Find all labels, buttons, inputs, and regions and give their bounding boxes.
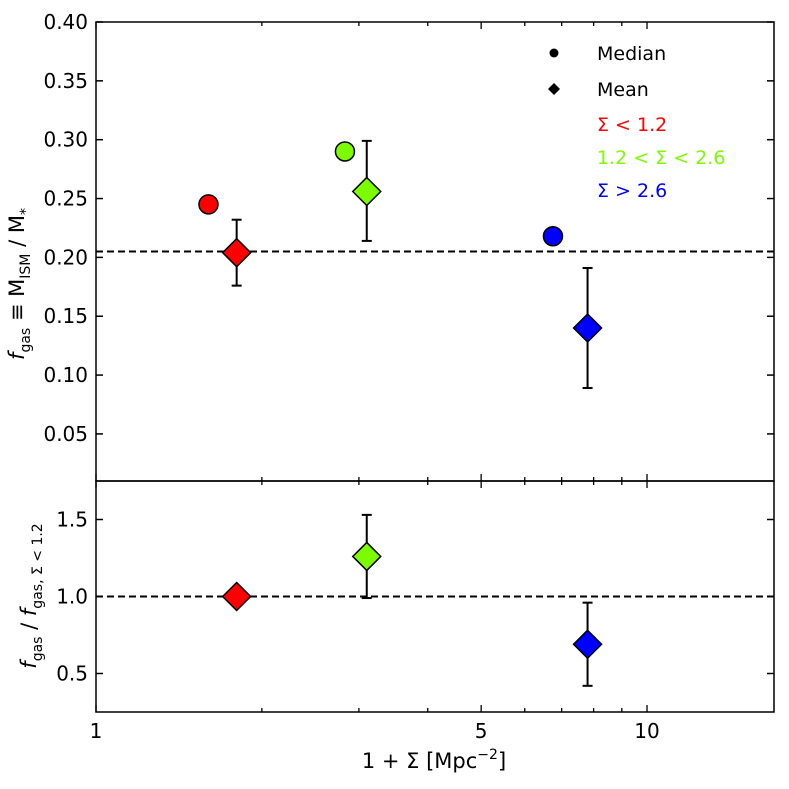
median-point bbox=[198, 194, 219, 215]
x-tick-label: 1 bbox=[90, 719, 103, 743]
top-data-points bbox=[198, 139, 603, 390]
x-tick-label: 5 bbox=[475, 719, 488, 743]
xlabel-main: 1 + Σ [Mpc bbox=[362, 749, 477, 773]
mean-point bbox=[221, 581, 252, 612]
bottom-ylabel-slash: / bbox=[17, 616, 41, 636]
mean-point bbox=[351, 176, 382, 207]
bottom-ylabel-f1: f bbox=[17, 658, 41, 669]
top-y-axis-label: fgas ≡ MISM / M* bbox=[5, 208, 34, 360]
top-ylabel-gas: gas bbox=[18, 328, 34, 353]
mean-point bbox=[221, 237, 252, 268]
legend-mid-density-label: 1.2 < Σ < 2.6 bbox=[597, 147, 725, 169]
bottom-ylabel-f2: f bbox=[17, 605, 41, 616]
legend-mean-marker bbox=[548, 83, 560, 95]
legend-mean-label: Mean bbox=[597, 79, 649, 101]
median-point bbox=[334, 141, 356, 162]
top-ylabel-star: * bbox=[18, 208, 34, 215]
top-y-ticks: 0.05 0.10 0.15 0.20 0.25 0.30 0.35 0.40 bbox=[43, 10, 774, 446]
legend-median-label: Median bbox=[597, 43, 666, 65]
y-tick-label: 0.40 bbox=[43, 10, 88, 34]
y-tick-label: 0.35 bbox=[43, 69, 88, 93]
y-tick-label: 0.30 bbox=[43, 128, 88, 152]
top-ylabel-equiv: ≡ M bbox=[5, 279, 29, 328]
bottom-axes-frame bbox=[95, 480, 775, 713]
bottom-data-points bbox=[221, 513, 603, 687]
y-tick-label: 1.0 bbox=[56, 585, 88, 609]
xlabel-close: ] bbox=[498, 749, 506, 773]
legend-median-marker bbox=[549, 48, 559, 58]
bottom-y-axis-label: fgas / fgas, Σ < 1.2 bbox=[17, 523, 46, 668]
legend-low-density-label: Σ < 1.2 bbox=[597, 114, 667, 136]
y-tick-label: 0.05 bbox=[43, 422, 88, 446]
legend-high-density-label: Σ > 2.6 bbox=[597, 180, 667, 202]
top-panel: 0.05 0.10 0.15 0.20 0.25 0.30 0.35 0.40 fgas ≡ … bbox=[5, 10, 775, 482]
y-tick-label: 1.5 bbox=[56, 508, 88, 532]
mean-point bbox=[572, 629, 603, 660]
y-tick-label: 0.5 bbox=[56, 662, 88, 686]
x-tick-label: 10 bbox=[634, 719, 659, 743]
bottom-ylabel-gas1: gas bbox=[30, 637, 46, 662]
y-tick-label: 0.15 bbox=[43, 304, 88, 328]
top-ylabel-slash: / M bbox=[5, 215, 29, 254]
mean-point bbox=[351, 541, 382, 572]
legend: Median Mean Σ < 1.2 1.2 < Σ < 2.6 Σ > 2.… bbox=[548, 43, 725, 202]
bottom-ylabel-gas2: gas, Σ < 1.2 bbox=[30, 523, 46, 608]
x-axis-label: 1 + Σ [Mpc−2] bbox=[362, 747, 506, 773]
bottom-x-ticks: 1 5 10 bbox=[90, 481, 660, 743]
y-tick-label: 0.20 bbox=[43, 245, 88, 269]
y-tick-label: 0.10 bbox=[43, 363, 88, 387]
xlabel-exponent: −2 bbox=[477, 747, 498, 763]
top-ylabel-f: f bbox=[5, 349, 29, 360]
y-tick-label: 0.25 bbox=[43, 187, 88, 211]
median-point bbox=[542, 225, 564, 247]
mean-point bbox=[572, 312, 603, 344]
top-ylabel-ism: ISM bbox=[18, 254, 34, 279]
bottom-y-ticks: 0.5 1.0 1.5 bbox=[56, 508, 774, 686]
bottom-panel: 0.51.01.5 1 5 10 fgas / fgas, Σ < 1.2 1 + … bbox=[17, 480, 775, 773]
